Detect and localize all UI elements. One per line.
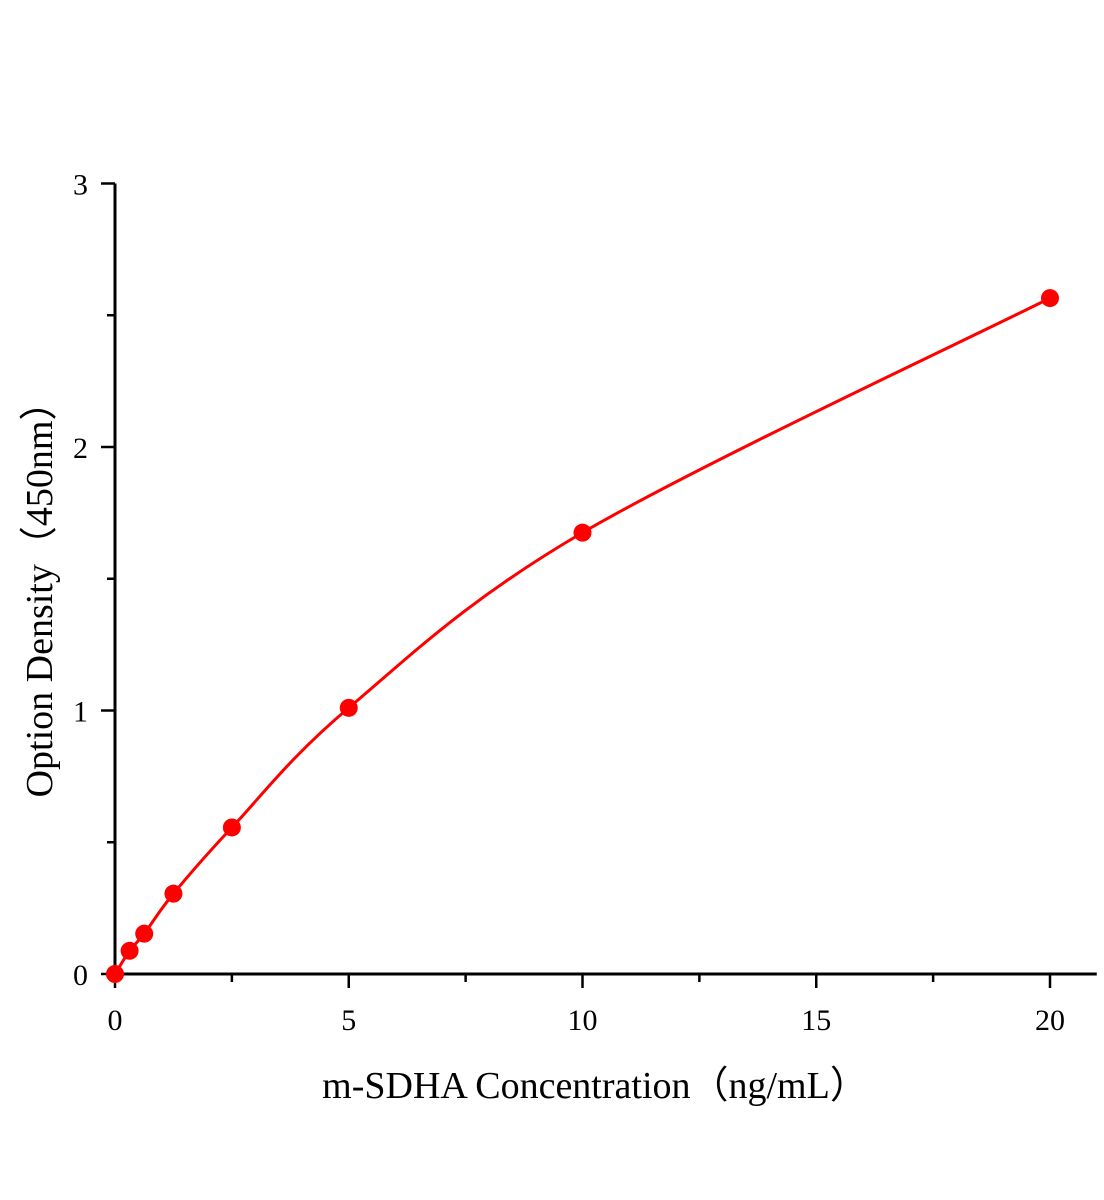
data-point <box>573 523 592 542</box>
fit-curve <box>113 296 1051 975</box>
data-point <box>135 924 154 943</box>
data-point <box>1041 289 1059 308</box>
y-tick-label: 3 <box>73 169 88 202</box>
fit-curve-path <box>113 296 1051 975</box>
data-point <box>106 965 124 983</box>
axes <box>113 183 1097 976</box>
x-axis-title: m-SDHA Concentration（ng/mL） <box>322 1065 868 1107</box>
y-tick-label: 1 <box>73 696 88 729</box>
x-tick-label: 10 <box>568 1004 598 1037</box>
x-tick-label: 15 <box>801 1004 831 1037</box>
x-tick-label: 0 <box>108 1004 123 1037</box>
x-tick-label: 20 <box>1035 1004 1065 1037</box>
ticks: 0 5 10 15 20 0 1 2 3 <box>73 169 1065 1038</box>
data-point <box>339 698 358 717</box>
data-point <box>120 941 139 960</box>
data-point <box>222 818 241 837</box>
y-tick-label: 0 <box>73 959 88 992</box>
data-points <box>106 289 1059 983</box>
y-axis-title: Option Density（450nm） <box>19 383 61 798</box>
x-tick-label: 5 <box>341 1004 356 1037</box>
y-tick-label: 2 <box>73 432 88 465</box>
data-point <box>164 884 183 903</box>
